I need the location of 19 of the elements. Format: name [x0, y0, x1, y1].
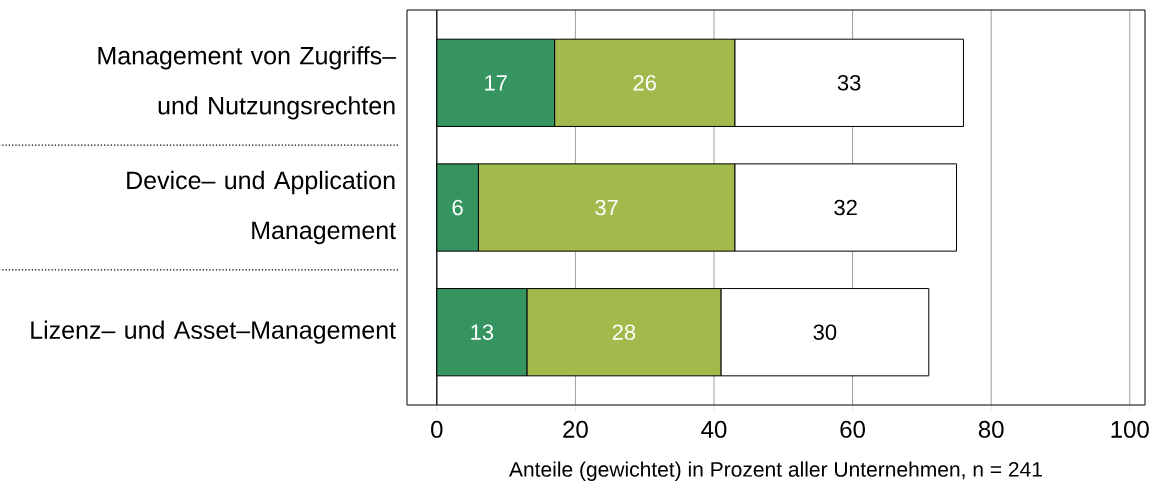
data-label: 13: [471, 324, 494, 340]
x-tick-label: 80: [978, 420, 1004, 438]
x-tick-label: 0: [431, 420, 443, 438]
data-label: 30: [813, 324, 837, 340]
data-label: 33: [837, 75, 861, 91]
data-label: 32: [834, 199, 857, 216]
y-tick-label: Management von Zugriffs– und Nutzungsrechten: [98, 46, 397, 120]
x-tick-label: 60: [840, 420, 865, 438]
x-tick-label: 20: [563, 420, 588, 438]
data-label: 6: [452, 199, 463, 216]
data-label: 17: [485, 75, 507, 91]
x-axis-title: Anteile (gewichtet) in Prozent aller Unternehmen, n = 241: [509, 461, 1042, 481]
data-label: 26: [633, 75, 656, 91]
data-label: 28: [612, 324, 636, 340]
y-tick-label: Lizenz– und Asset–Management: [31, 320, 396, 344]
x-tick-label: 40: [701, 420, 727, 438]
y-tick-label: Device– und Application Management: [127, 170, 396, 245]
data-label: 37: [595, 199, 618, 216]
x-tick-label: 100: [1111, 420, 1149, 438]
